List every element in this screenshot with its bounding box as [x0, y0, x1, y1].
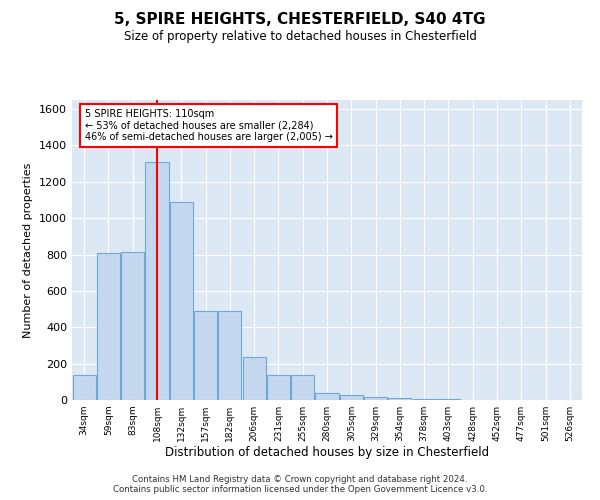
Text: Distribution of detached houses by size in Chesterfield: Distribution of detached houses by size …	[165, 446, 489, 459]
Bar	[413, 399, 436, 400]
Text: Size of property relative to detached houses in Chesterfield: Size of property relative to detached ho…	[124, 30, 476, 43]
Text: Contains HM Land Registry data © Crown copyright and database right 2024.
Contai: Contains HM Land Registry data © Crown c…	[113, 474, 487, 494]
Text: 5, SPIRE HEIGHTS, CHESTERFIELD, S40 4TG: 5, SPIRE HEIGHTS, CHESTERFIELD, S40 4TG	[114, 12, 486, 28]
Bar	[218, 311, 241, 400]
Bar	[145, 162, 169, 400]
Bar	[316, 392, 338, 400]
Text: 5 SPIRE HEIGHTS: 110sqm
← 53% of detached houses are smaller (2,284)
46% of semi: 5 SPIRE HEIGHTS: 110sqm ← 53% of detache…	[85, 109, 332, 142]
Bar	[388, 398, 412, 400]
Bar	[267, 376, 290, 400]
Bar	[170, 202, 193, 400]
Bar	[194, 311, 217, 400]
Bar	[73, 374, 95, 400]
Bar	[121, 252, 144, 400]
Y-axis label: Number of detached properties: Number of detached properties	[23, 162, 34, 338]
Bar	[97, 252, 120, 400]
Bar	[364, 398, 387, 400]
Bar	[340, 396, 363, 400]
Bar	[242, 358, 266, 400]
Bar	[291, 376, 314, 400]
Bar	[437, 399, 460, 400]
